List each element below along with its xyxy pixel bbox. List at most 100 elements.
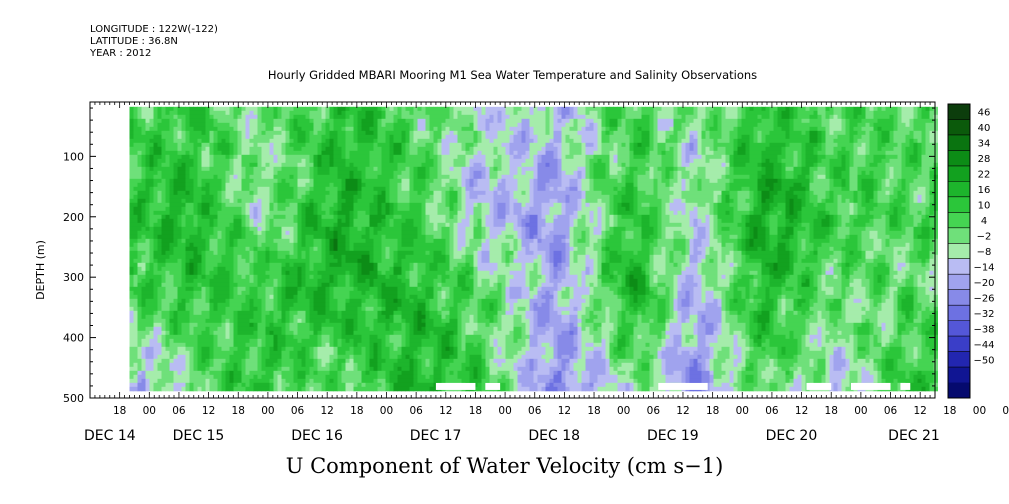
heatmap-cell <box>233 238 238 244</box>
heatmap-cell <box>145 262 150 268</box>
heatmap-cell <box>209 134 214 140</box>
heatmap-cell <box>405 150 410 156</box>
heatmap-cell <box>229 126 234 132</box>
heatmap-cell <box>181 230 186 236</box>
heatmap-cell <box>185 290 190 296</box>
heatmap-cell <box>281 298 286 304</box>
heatmap-cell <box>201 270 206 276</box>
heatmap-cell <box>129 378 134 384</box>
heatmap-cell <box>373 130 378 136</box>
heatmap-cell <box>153 354 158 360</box>
heatmap-cell <box>161 134 166 140</box>
heatmap-cell <box>321 182 326 188</box>
heatmap-cell <box>369 170 374 176</box>
heatmap-cell <box>185 378 190 384</box>
heatmap-cell <box>197 238 202 244</box>
heatmap-cell <box>345 362 350 368</box>
heatmap-cell <box>137 146 142 152</box>
heatmap-cell <box>137 202 142 208</box>
heatmap-cell <box>313 214 318 220</box>
heatmap-cell <box>337 338 342 344</box>
heatmap-cell <box>189 270 194 276</box>
heatmap-cell <box>265 182 270 188</box>
heatmap-cell <box>161 126 166 132</box>
heatmap-cell <box>365 354 370 360</box>
heatmap-cell <box>241 118 246 124</box>
heatmap-cell <box>237 238 242 244</box>
heatmap-cell <box>353 342 358 348</box>
heatmap-cell <box>165 122 170 128</box>
heatmap-cell <box>337 278 342 284</box>
heatmap-cell <box>221 326 226 332</box>
heatmap-cell <box>265 298 270 304</box>
heatmap-cell <box>313 194 318 200</box>
heatmap-cell <box>297 170 302 176</box>
heatmap-cell <box>245 154 250 160</box>
heatmap-cell <box>305 186 310 192</box>
heatmap-cell <box>289 246 294 252</box>
heatmap-cell <box>361 378 366 384</box>
heatmap-cell <box>273 318 278 324</box>
heatmap-cell <box>185 134 190 140</box>
heatmap-cell <box>253 190 258 196</box>
heatmap-cell <box>325 346 330 352</box>
heatmap-cell <box>385 198 390 204</box>
heatmap-cell <box>193 222 198 228</box>
heatmap-cell <box>149 146 154 152</box>
heatmap-cell <box>145 282 150 288</box>
heatmap-cell <box>329 282 334 288</box>
heatmap-cell <box>365 338 370 344</box>
heatmap-cell <box>385 278 390 284</box>
heatmap-cell <box>137 270 142 276</box>
heatmap-cell <box>385 170 390 176</box>
heatmap-cell <box>285 262 290 268</box>
heatmap-cell <box>165 206 170 212</box>
heatmap-cell <box>233 386 238 392</box>
heatmap-cell <box>341 254 346 260</box>
heatmap-cell <box>389 274 394 280</box>
heatmap-cell <box>173 194 178 200</box>
heatmap-cell <box>353 226 358 232</box>
heatmap-cell <box>381 294 386 300</box>
heatmap-cell <box>213 354 218 360</box>
heatmap-cell <box>333 358 338 364</box>
heatmap-cell <box>237 122 242 128</box>
heatmap-cell <box>141 346 146 352</box>
heatmap-cell <box>333 218 338 224</box>
heatmap-cell <box>205 226 210 232</box>
heatmap-cell <box>173 202 178 208</box>
heatmap-cell <box>157 174 162 180</box>
heatmap-cell <box>309 198 314 204</box>
heatmap-cell <box>325 150 330 156</box>
heatmap-cell <box>277 126 282 132</box>
heatmap-cell <box>129 298 134 304</box>
heatmap-cell <box>169 298 174 304</box>
heatmap-cell <box>213 146 218 152</box>
heatmap-cell <box>301 122 306 128</box>
heatmap-cell <box>189 190 194 196</box>
heatmap-cell <box>409 126 414 132</box>
heatmap-cell <box>153 122 158 128</box>
heatmap-cell <box>165 246 170 252</box>
heatmap-cell <box>345 142 350 148</box>
heatmap-cell <box>269 246 274 252</box>
heatmap-cell <box>393 250 398 256</box>
heatmap-cell <box>361 278 366 284</box>
heatmap-cell <box>381 106 386 112</box>
heatmap-cell <box>177 154 182 160</box>
heatmap-cell <box>245 110 250 116</box>
heatmap-cell <box>389 178 394 184</box>
heatmap-cell <box>177 226 182 232</box>
heatmap-cell <box>213 226 218 232</box>
heatmap-cell <box>277 382 282 388</box>
heatmap-cell <box>297 166 302 172</box>
heatmap-cell <box>325 202 330 208</box>
heatmap-cell <box>313 110 318 116</box>
heatmap-cell <box>153 230 158 236</box>
heatmap-cell <box>373 122 378 128</box>
heatmap-cell <box>225 262 230 268</box>
heatmap-cell <box>269 182 274 188</box>
heatmap-cell <box>401 118 406 124</box>
heatmap-cell <box>133 310 138 316</box>
heatmap-cell <box>141 266 146 272</box>
